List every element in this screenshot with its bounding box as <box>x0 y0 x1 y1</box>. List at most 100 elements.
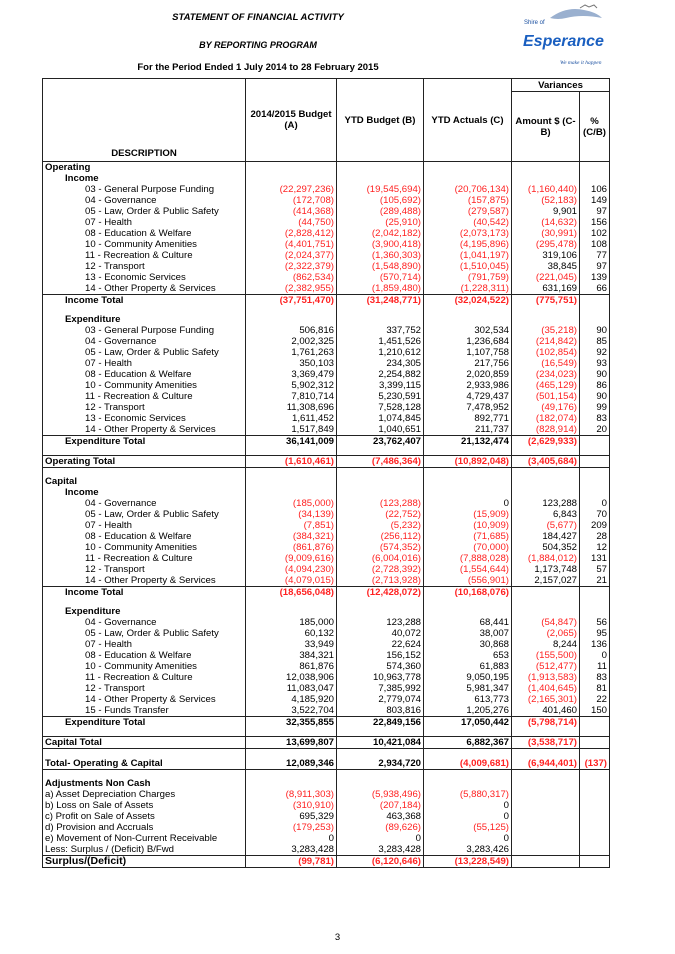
budget-cell: 1,761,263 <box>245 347 337 358</box>
empty-cell <box>579 467 610 476</box>
sub-row: Expenditure <box>42 314 610 325</box>
empty-cell <box>579 598 610 606</box>
row-label: Operating <box>42 161 246 173</box>
empty-cell <box>336 306 424 314</box>
ytd-budget-cell: (5,232) <box>336 520 424 531</box>
variance-percent-cell: 209 <box>579 520 610 531</box>
budget-cell: 12,089,346 <box>245 748 337 770</box>
section-row: Adjustments Non Cash <box>42 778 610 789</box>
ytd-actual-cell: 3,283,426 <box>423 844 512 856</box>
item-row: 10 - Community Amenities (861,876) (574,35… <box>42 542 610 553</box>
shire-of-esperance-logo: Shire of Esperance We make it happen <box>523 4 604 66</box>
ytd-actual-cell: (70,000) <box>423 542 512 553</box>
row-label: Surplus/(Deficit) <box>42 855 246 868</box>
variance-percent-cell <box>579 487 610 498</box>
ytd-budget-cell: 463,368 <box>336 811 424 822</box>
variance-amount-cell <box>511 789 580 800</box>
ytd-budget-cell: (2,042,182) <box>336 228 424 239</box>
variance-percent-cell: 70 <box>579 509 610 520</box>
ytd-actual-cell: (279,587) <box>423 206 512 217</box>
variance-amount-cell <box>511 811 580 822</box>
ytd-actual-cell: (10,168,076) <box>423 586 512 598</box>
empty-cell <box>423 598 512 606</box>
variance-amount-cell: (155,500) <box>511 650 580 661</box>
ytd-budget-cell: (22,752) <box>336 509 424 520</box>
ytd-actual-cell: 68,441 <box>423 617 512 628</box>
total-row: Income Total (18,656,048) (12,428,072) (10,… <box>42 586 610 598</box>
ytd-actual-cell: (4,009,681) <box>423 748 512 770</box>
ytd-actual-cell <box>423 487 512 498</box>
budget-cell: (2,322,379) <box>245 261 337 272</box>
budget-cell: (2,382,955) <box>245 283 337 295</box>
variance-amount-cell: (234,023) <box>511 369 580 380</box>
variance-amount-cell: (54,847) <box>511 617 580 628</box>
empty-cell <box>336 447 424 456</box>
ytd-budget-cell: (289,488) <box>336 206 424 217</box>
item-row: 08 - Education & Welfare (2,828,412) (2,04… <box>42 228 610 239</box>
ytd-budget-cell: 1,040,651 <box>336 424 424 436</box>
col-budget: 2014/2015 Budget (A) <box>245 78 337 162</box>
item-row: 12 - Transport 11,083,047 7,385,992 5,981,3… <box>42 683 610 694</box>
item-row: 04 - Governance 185,000 123,288 68,441 (54,8… <box>42 617 610 628</box>
item-row: 05 - Law, Order & Public Safety (414,368)… <box>42 206 610 217</box>
variance-percent-cell: 81 <box>579 683 610 694</box>
budget-cell: 506,816 <box>245 325 337 336</box>
budget-cell: 861,876 <box>245 661 337 672</box>
row-label: 07 - Health <box>42 639 246 650</box>
budget-cell: 60,132 <box>245 628 337 639</box>
variance-percent-cell: 136 <box>579 639 610 650</box>
variance-amount-cell <box>511 822 580 833</box>
variance-amount-cell <box>511 844 580 856</box>
ytd-actual-cell: 217,756 <box>423 358 512 369</box>
ytd-budget-cell: 22,624 <box>336 639 424 650</box>
variance-amount-cell: 2,157,027 <box>511 575 580 587</box>
budget-cell: (861,876) <box>245 542 337 553</box>
variance-percent-cell: 83 <box>579 413 610 424</box>
budget-cell <box>245 476 337 487</box>
variance-amount-cell: (1,160,440) <box>511 184 580 195</box>
row-label: e) Movement of Non-Current Receivable <box>42 833 246 844</box>
ytd-actual-cell: (40,542) <box>423 217 512 228</box>
empty-cell <box>511 598 580 606</box>
variance-amount-cell: (52,183) <box>511 195 580 206</box>
ytd-budget-cell: (105,692) <box>336 195 424 206</box>
variance-amount-cell: 504,352 <box>511 542 580 553</box>
variance-amount-cell: 123,288 <box>511 498 580 509</box>
item-row: 10 - Community Amenities 861,876 574,360 61… <box>42 661 610 672</box>
variance-percent-cell <box>579 844 610 856</box>
budget-cell: 11,308,696 <box>245 402 337 413</box>
variance-amount-cell: (1,913,583) <box>511 672 580 683</box>
variance-percent-cell: 77 <box>579 250 610 261</box>
budget-cell <box>245 314 337 325</box>
ytd-actual-cell: 5,981,347 <box>423 683 512 694</box>
item-row: 14 - Other Property & Services (4,079,015… <box>42 575 610 587</box>
variance-percent-cell: 56 <box>579 617 610 628</box>
row-label: 05 - Law, Order & Public Safety <box>42 206 246 217</box>
variance-percent-cell: 0 <box>579 650 610 661</box>
ytd-actual-cell: (1,554,644) <box>423 564 512 575</box>
item-row: 08 - Education & Welfare 384,321 156,152 65… <box>42 650 610 661</box>
ytd-budget-cell: 574,360 <box>336 661 424 672</box>
variance-percent-cell: 92 <box>579 347 610 358</box>
row-label: 04 - Governance <box>42 617 246 628</box>
budget-cell: (185,000) <box>245 498 337 509</box>
row-label: 08 - Education & Welfare <box>42 650 246 661</box>
row-label: 05 - Law, Order & Public Safety <box>42 628 246 639</box>
ytd-actual-cell: (5,880,317) <box>423 789 512 800</box>
budget-cell: (4,401,751) <box>245 239 337 250</box>
ytd-budget-cell: (6,004,016) <box>336 553 424 564</box>
ytd-budget-cell <box>336 606 424 617</box>
ytd-budget-cell: (31,248,771) <box>336 294 424 306</box>
sub-row: Income <box>42 487 610 498</box>
variance-amount-cell: (221,045) <box>511 272 580 283</box>
ytd-budget-cell: (1,360,303) <box>336 250 424 261</box>
row-label: 04 - Governance <box>42 336 246 347</box>
plain-row: e) Movement of Non-Current Receivable 0 0 0 <box>42 833 610 844</box>
budget-cell: (862,534) <box>245 272 337 283</box>
variance-amount-cell <box>511 314 580 325</box>
item-row: 11 - Recreation & Culture (2,024,377) (1,3… <box>42 250 610 261</box>
row-label: 10 - Community Amenities <box>42 661 246 672</box>
col-variance-amount: Amount $ (C-B) <box>511 91 580 162</box>
variance-amount-cell: 401,460 <box>511 705 580 717</box>
ytd-budget-cell <box>336 173 424 184</box>
